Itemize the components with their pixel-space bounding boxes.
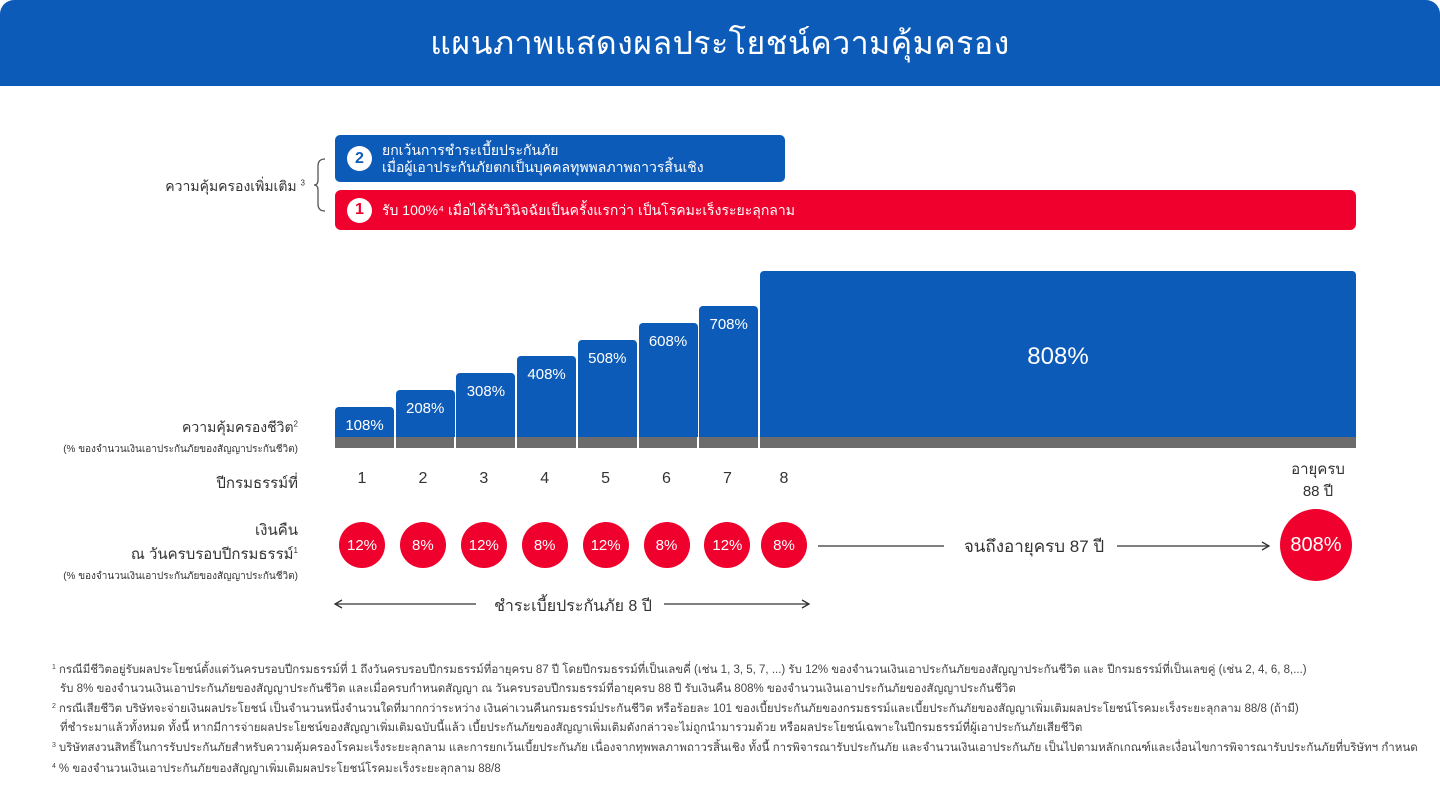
baseline-tick (758, 437, 760, 448)
payment-arrow-right-head-icon (801, 599, 811, 609)
policy-year-8: 8 (779, 470, 789, 487)
additional-coverage-label: ความคุ้มครองเพิ่มเติม 3 (165, 176, 305, 198)
life-coverage-label-text: ความคุ้มครองชีวิต (182, 419, 294, 435)
footnote-4-line-1: % ของจำนวนเงินเอาประกันภัยของสัญญาเพิ่มเ… (58, 762, 501, 775)
cancer-benefit-text: รับ 100%⁴ เมื่อได้รับวินิจฉัยเป็นครั้งแร… (382, 201, 795, 218)
footnote-1-line-2: รับ 8% ของจำนวนเงินเอาประกันภัยของสัญญาป… (60, 682, 1016, 695)
baseline-tick (454, 437, 457, 448)
baseline-tick (636, 437, 639, 448)
baseline-tick (515, 437, 518, 448)
footnote-2: 2 กรณีเสียชีวิต บริษัทจะจ่ายเงินผลประโยชน… (52, 698, 1412, 719)
footnotes: 1 กรณีมีชีวิตอยู่รับผลประโยชน์ตั้งแต่วันค… (52, 659, 1418, 779)
footnote-3: 3 บริษัทสงวนสิทธิ์ในการรับประกันภัยสำหรับ… (52, 737, 1418, 758)
cash-back-year-8: 8% (761, 522, 807, 568)
cash-back-year-3: 12% (460, 522, 507, 568)
cash-back-year-5: 12% (582, 522, 629, 568)
age-88-line-1: อายุครบ (1291, 461, 1345, 478)
bar-year-4: 408% (517, 356, 577, 437)
page-title: แผนภาพแสดงผลประโยชน์ความคุ้มครอง (430, 24, 1010, 61)
policy-year-2: 2 (418, 470, 428, 487)
baseline-tick (393, 437, 396, 448)
benefit-number-2: 2 (347, 146, 372, 171)
waiver-benefit-line-1: ยกเว้นการชำระเบี้ยประกันภัย (382, 141, 559, 158)
bar-year-1: 108% (335, 406, 394, 437)
cash-back-year-7: 12% (704, 522, 751, 568)
additional-coverage-text: ความคุ้มครองเพิ่มเติม (165, 178, 297, 194)
payment-period-text: ชำระเบี้ยประกันภัย 8 ปี (494, 598, 652, 615)
bar-value-label: 608% (648, 332, 688, 350)
cash-back-sub: (% ของจำนวนเงินเอาประกันภัยของสัญญาประกั… (63, 571, 298, 582)
footnote-2-line-1: กรณีเสียชีวิต บริษัทจะจ่ายเงินผลประโยชน์… (58, 703, 1299, 715)
policy-year-4: 4 (540, 470, 550, 487)
cash-back-year-2: 8% (399, 522, 446, 568)
cash-back-year-4: 8% (521, 522, 568, 568)
waiver-benefit-box: 2 ยกเว้นการชำระเบี้ยประกันภัย เมื่อผู้เอ… (335, 135, 785, 182)
life-coverage-label-main: ความคุ้มครองชีวิต2 (63, 417, 298, 439)
life-coverage-label: ความคุ้มครองชีวิต2 (% ของจำนวนเงินเอาประ… (63, 417, 298, 457)
footnote-1: 1 กรณีมีชีวิตอยู่รับผลประโยชน์ตั้งแต่วันค… (52, 659, 1412, 680)
age-88-label: อายุครบ 88 ปี (1280, 459, 1356, 503)
payment-arrow-left-head-icon (333, 599, 343, 609)
bar-year-8: 808% (760, 271, 1356, 437)
policy-year-1: 1 (357, 470, 367, 487)
policy-year-7: 7 (722, 470, 732, 487)
footnote-2-cont: ที่ชำระมาแล้วทั้งหมด ทั้งนี้ หากมีการจ่า… (52, 719, 1412, 738)
until-arrow-head-icon (1261, 541, 1271, 551)
policy-year-5: 5 (601, 470, 611, 487)
cash-back-year-6: 8% (643, 522, 690, 568)
brace-icon (313, 158, 326, 212)
footnote-3-sup: 3 (52, 742, 56, 749)
until-age-87-text: จนถึงอายุครบ 87 ปี (963, 537, 1105, 556)
footnote-1-cont: รับ 8% ของจำนวนเงินเอาประกันภัยของสัญญาป… (52, 680, 1412, 699)
cash-back-year-1: 12% (339, 522, 385, 568)
cash-back-label-line-2-text: ณ วันครบรอบปีกรมธรรม์ (130, 546, 294, 563)
cash-back-label-sup: 1 (293, 546, 298, 555)
maturity-cash-back-circle: 808% (1280, 509, 1352, 581)
footnote-1-line-1: กรณีมีชีวิตอยู่รับผลประโยชน์ตั้งแต่วันคร… (58, 664, 1307, 676)
bar-year-2: 208% (395, 390, 455, 437)
cancer-benefit-box: 1 รับ 100%⁴ เมื่อได้รับวินิจฉัยเป็นครั้ง… (335, 190, 1356, 230)
age-88-line-2: 88 ปี (1302, 483, 1334, 500)
bar-value-label: 308% (466, 383, 506, 401)
footnote-2-sup: 2 (52, 703, 56, 710)
benefit-number-1: 1 (347, 197, 372, 223)
policy-year-label: ปีกรมธรรม์ที่ (216, 471, 298, 495)
bar-value-label: 508% (588, 349, 627, 367)
bar-value-label: 208% (406, 400, 445, 418)
bar-value-label: 108% (345, 416, 384, 434)
footnote-1-sup: 1 (52, 664, 56, 671)
baseline-tick (575, 437, 578, 448)
bar-year-7: 708% (699, 306, 759, 437)
bar-value-label: 408% (527, 366, 566, 384)
policy-year-3: 3 (479, 470, 489, 487)
bar-year-3: 308% (456, 373, 516, 437)
bar-year-5: 508% (577, 339, 637, 437)
policy-year-6: 6 (662, 470, 671, 487)
waiver-benefit-text: ยกเว้นการชำระเบี้ยประกันภัย เมื่อผู้เอาป… (382, 142, 704, 176)
bar-year-6: 608% (638, 322, 698, 437)
bar-value-label: 808% (1027, 343, 1089, 370)
baseline-tick (697, 437, 700, 448)
cash-back-label-line-2: ณ วันครบรอบปีกรมธรรม์1 (63, 542, 298, 566)
footnote-2-line-2: ที่ชำระมาแล้วทั้งหมด ทั้งนี้ หากมีการจ่า… (60, 721, 1083, 734)
bar-value-label: 708% (709, 316, 748, 334)
cash-back-label-line-1: เงินคืน (255, 522, 298, 539)
footnote-4: 4% ของจำนวนเงินเอาประกันภัยของสัญญาเพิ่ม… (52, 758, 1412, 779)
life-coverage-label-sup: 2 (293, 419, 298, 429)
cash-back-label: เงินคืน ณ วันครบรอบปีกรมธรรม์1 (% ของจำน… (63, 518, 298, 584)
footnote-3-line-1: บริษัทสงวนสิทธิ์ในการรับประกันภัยสำหรับค… (58, 742, 1418, 754)
life-coverage-sub: (% ของจำนวนเงินเอาประกันภัยของสัญญาประกั… (63, 444, 298, 455)
additional-coverage-sup: 3 (300, 178, 305, 188)
waiver-benefit-line-2: เมื่อผู้เอาประกันภัยตกเป็นบุคคลทุพพลภาพถ… (382, 158, 704, 175)
policy-year-label-text: ปีกรมธรรม์ที่ (216, 475, 298, 492)
chart-baseline (335, 437, 1356, 448)
header-banner: แผนภาพแสดงผลประโยชน์ความคุ้มครอง (0, 0, 1440, 86)
footnote-4-sup: 4 (52, 762, 56, 770)
